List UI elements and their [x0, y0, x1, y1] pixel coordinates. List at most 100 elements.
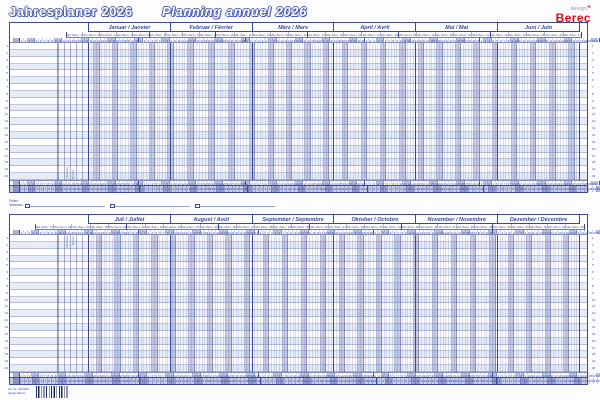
- day-number-cell: 22: [218, 38, 222, 42]
- day-number-cell: 19: [548, 38, 552, 42]
- day-column: [127, 43, 131, 180]
- day-number-cell: 6: [157, 38, 161, 42]
- day-number-cell: 21: [449, 373, 454, 377]
- day-column: [535, 43, 538, 180]
- day-number-cell: 4: [30, 373, 35, 377]
- day-column: [130, 43, 133, 180]
- day-number-cell: 17: [80, 38, 85, 42]
- row-number: 18: [4, 160, 8, 165]
- day-number-cell: 9: [403, 373, 407, 377]
- day-number-cell: 14: [426, 378, 431, 384]
- logo-design-text: design✚: [570, 4, 591, 12]
- day-number-cell: 8: [519, 373, 523, 377]
- day-number-cell: 10: [174, 186, 178, 192]
- legend-label-fr: Vacances: [9, 202, 23, 207]
- name-column-spacer: [10, 215, 88, 224]
- day-number-cell: 2: [22, 373, 27, 377]
- day-number-cell: 30: [249, 373, 254, 377]
- day-number-cell: 15: [417, 181, 422, 185]
- day-number-cell: 20: [92, 230, 96, 234]
- day-column: [219, 43, 223, 180]
- day-number-cell: 30: [130, 230, 134, 234]
- day-number-cell: 3: [268, 378, 272, 384]
- day-number-cell: 2: [261, 373, 265, 377]
- day-column: [101, 235, 104, 372]
- row-number: 11: [592, 112, 596, 117]
- day-number-cell: 2: [367, 38, 372, 42]
- row-number: 16: [4, 338, 8, 343]
- day-column: [117, 43, 120, 180]
- day-column: [124, 43, 128, 180]
- row-number: 19: [592, 359, 596, 364]
- day-number-cell: 22: [325, 181, 330, 185]
- row-number: 13: [4, 318, 8, 323]
- day-column: [230, 235, 234, 372]
- day-number-cell: 17: [81, 378, 85, 384]
- day-number-cell: 16: [315, 230, 319, 234]
- day-number-cell: 22: [453, 230, 457, 234]
- day-column: [573, 43, 577, 180]
- pre-column-cell: [18, 181, 19, 185]
- day-number-cell: 15: [72, 373, 77, 377]
- day-column: [103, 43, 107, 180]
- week-cell: Wo./Sem. 31: [108, 224, 127, 230]
- day-number-cell: 11: [530, 373, 535, 377]
- day-number-cell: 26: [116, 186, 120, 192]
- day-number-cell: 14: [541, 230, 546, 234]
- day-number-cell: 3: [380, 373, 385, 377]
- month-body: [251, 43, 334, 180]
- writing-row: [10, 173, 587, 180]
- day-column: [93, 43, 96, 180]
- week-cell: Wo./Sem. 36: [218, 225, 237, 230]
- row-number: 15: [4, 139, 8, 144]
- day-column: [570, 43, 574, 180]
- day-number-cell: 24: [580, 230, 584, 234]
- day-column: [311, 235, 315, 372]
- day-column: [468, 43, 471, 180]
- day-number-cell: 22: [99, 38, 104, 42]
- day-column: [481, 43, 484, 180]
- day-number-cell: 8: [164, 181, 169, 185]
- day-number-cell: 18: [84, 373, 89, 377]
- day-number-cell: 9: [275, 181, 279, 185]
- day-number-cell: 25: [465, 373, 469, 377]
- day-number-cell: 8: [165, 373, 170, 377]
- day-number-cell: 25: [349, 373, 353, 377]
- legend-mark: [25, 203, 30, 208]
- day-column: [362, 235, 366, 372]
- row-number: 20: [4, 174, 8, 179]
- day-number-cell: 8: [506, 38, 510, 42]
- pre-column-cell: [16, 186, 17, 192]
- writing-row: [10, 77, 587, 85]
- day-number-cell: 20: [210, 181, 214, 185]
- day-number-cell: 4: [495, 186, 499, 192]
- day-number-cell: 10: [172, 38, 176, 42]
- day-number-cell: 11: [517, 38, 522, 42]
- day-number-cell: 10: [172, 373, 177, 377]
- day-column: [571, 235, 574, 372]
- day-number-cell: 12: [182, 186, 186, 192]
- day-number-cell: 31: [135, 378, 139, 384]
- writing-row: [10, 269, 587, 277]
- day-number-cell: 28: [361, 230, 365, 234]
- day-number-cell: 31: [134, 373, 138, 377]
- month-day-group: 1234567891011121314151617181920212223242…: [372, 373, 492, 377]
- legend-mark: [195, 203, 200, 208]
- writing-row: [10, 111, 587, 119]
- day-number-cell: 31: [134, 230, 138, 234]
- pre-column-cell: [14, 230, 15, 234]
- day-number-cell: 9: [407, 378, 411, 384]
- row-number: 9: [6, 98, 8, 103]
- day-number-cell: 6: [263, 38, 268, 42]
- day-column: [516, 43, 519, 180]
- day-number-cell: 18: [203, 373, 208, 377]
- day-number-cell: 17: [309, 186, 313, 192]
- day-column: [222, 43, 225, 180]
- day-number-cell: 7: [507, 186, 511, 192]
- week-cell: Wo./Sem. 18: [379, 32, 399, 38]
- day-number-cell: 11: [58, 186, 63, 192]
- writing-row: [10, 310, 587, 318]
- day-number-cell: 6: [38, 38, 42, 42]
- week-cell: Wo./Sem. 24: [507, 32, 527, 38]
- day-column: [371, 43, 375, 180]
